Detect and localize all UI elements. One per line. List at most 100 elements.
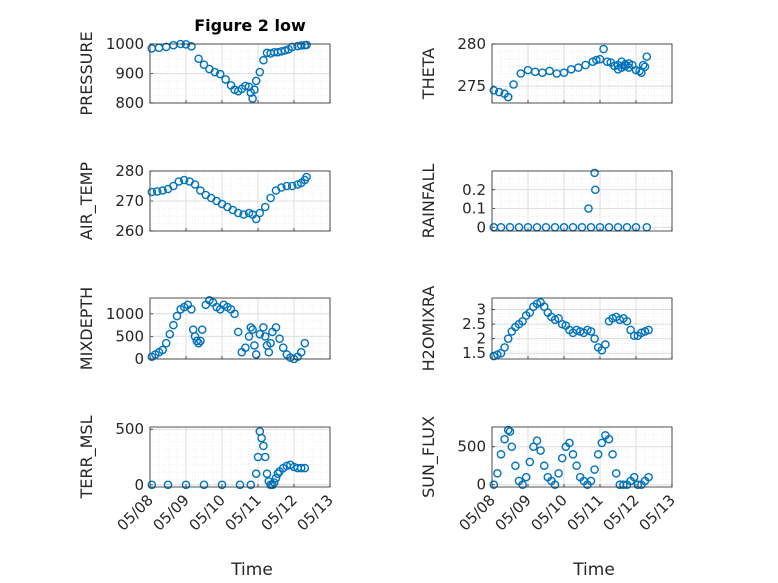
data-point [158,345,167,355]
data-point [296,347,306,357]
data-point [221,75,230,84]
data-point [640,62,650,72]
data-point [248,325,257,334]
y-tick-label: 500 [457,438,486,456]
x-tick-label: 05/08 [114,491,157,534]
data-point [539,461,549,471]
data-point [604,434,614,444]
y-axis-label: SUN_FLUX [419,416,439,498]
data-point [511,461,520,471]
subplot-7: 0 500 TERR_MSL 05/0805/0905/1005/1105/1205/… [77,415,337,534]
data-point [239,210,248,219]
data-point [230,309,239,319]
x-tick-label: 05/12 [258,491,301,534]
data-point [602,57,612,67]
data-point [255,329,265,339]
data-point [586,327,596,336]
y-axis-label: AIR_TEMP [77,162,97,240]
data-point [611,469,621,478]
data-point [233,208,243,218]
data-point [574,63,583,72]
data-point [503,334,513,343]
data-point [241,81,250,91]
data-point [152,187,162,196]
data-point [572,461,581,471]
axes-frame [491,426,673,488]
data-point [255,67,265,77]
data-point [296,41,306,50]
y-axis-label: PRESSURE [77,31,96,115]
data-point [586,476,596,486]
data-point [246,480,256,490]
data-point [190,180,200,189]
x-tick-label: 05/10 [186,491,229,534]
data-point [192,336,202,346]
y-tick-label: 900 [115,65,144,83]
data-point [199,60,209,69]
data-point [597,438,607,448]
data-point [302,172,311,182]
data-point [251,214,261,224]
subplots: 800 900 1000 PRESSURE 275 280 THETA 260 270 280 AI… [77,31,679,534]
data-point [529,442,538,452]
data-point [161,338,171,348]
data-point [244,332,254,341]
y-tick-label: 260 [115,222,144,240]
data-point [262,469,272,478]
data-point [259,441,268,451]
y-tick-label: 0 [476,218,486,236]
data-point [500,434,509,444]
y-tick-label: 1.5 [462,344,486,362]
data-point [210,67,220,77]
data-point [172,311,182,321]
y-tick-label: 0.2 [462,181,486,199]
data-point [300,463,310,473]
axes-frame [149,297,331,360]
y-tick-label: 0 [134,476,144,494]
data-point [241,343,250,353]
y-tick-label: 0 [134,350,144,368]
y-tick-label: 275 [457,77,486,95]
data-point [179,175,189,185]
y-tick-label: 800 [115,94,144,112]
y-tick-label: 2.5 [462,315,486,333]
data-point [169,320,178,330]
axes-frame [491,297,673,360]
data-point [633,480,643,490]
data-point [197,325,207,334]
x-tick-label: 05/09 [150,491,193,534]
x-tick-label: 05/11 [564,491,607,534]
data-point [591,185,600,195]
data-point [196,336,205,346]
data-point [581,60,590,70]
y-tick-label: 0.1 [462,200,486,218]
data-point [287,181,297,191]
data-point [264,347,274,357]
data-point [235,480,245,490]
data-point [217,480,227,490]
data-point [489,86,499,95]
x-tick-label: 05/09 [492,491,535,534]
data-point [503,92,513,102]
data-point [494,87,504,97]
axes-frame [149,170,331,232]
data-point [163,480,173,490]
data-point [269,478,279,487]
x-axis-label-left: Time [230,560,273,580]
data-point [592,55,601,65]
subplot-5: 0 500 1000 MIXDEPTH [77,287,331,370]
data-point [215,69,225,79]
data-point [190,332,200,341]
data-point [568,450,578,459]
data-point [302,40,311,50]
data-point [559,68,569,77]
y-tick-label: 1000 [106,35,144,53]
data-point [250,85,259,95]
data-point [246,323,256,332]
data-point [554,469,563,478]
data-point [584,204,593,213]
data-point [194,338,203,348]
data-point [277,183,286,192]
data-point [489,480,499,490]
data-point [590,334,599,343]
